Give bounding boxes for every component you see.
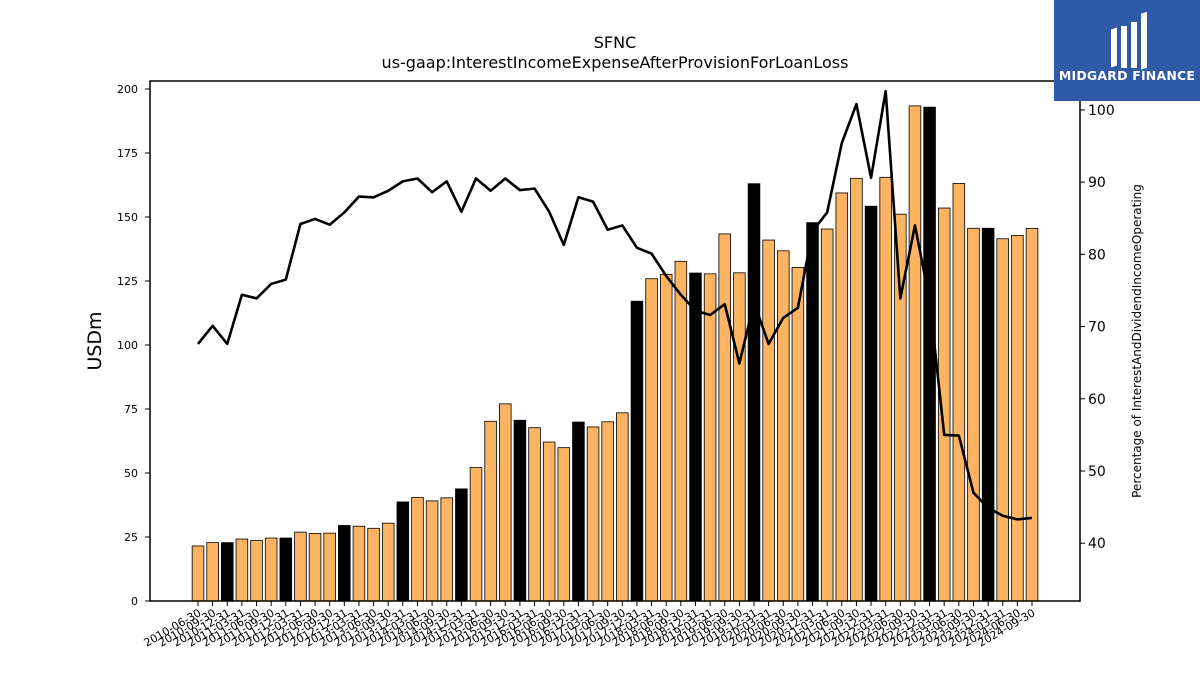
bar-2011-06-30 [250, 540, 263, 602]
chart-title: SFNC [594, 33, 637, 52]
line-series [196, 89, 1033, 521]
bar-2018-12-31 [689, 272, 702, 602]
logo-badge: MIDGARD FINANCE [1054, 0, 1200, 101]
bar-2016-12-31 [572, 421, 585, 602]
bar-2020-09-30 [791, 267, 805, 602]
bar-2013-12-31 [396, 501, 410, 602]
y2-tick-label: 40 [1088, 536, 1106, 552]
bar-2019-03-31 [703, 273, 717, 602]
plot-frame [149, 80, 1081, 602]
bar-2022-09-30 [908, 105, 922, 602]
bar-2023-12-31 [981, 227, 995, 602]
y-tick-label: 50 [124, 467, 138, 480]
bar-2010-09-30 [206, 542, 219, 602]
bar-2013-03-31 [352, 525, 366, 602]
left-axis: 0 25 50 75 100 125 150 175 200 [117, 83, 150, 608]
bar-2015-12-31 [513, 419, 527, 602]
y2-tick-label: 100 [1088, 103, 1115, 119]
bar-2024-09-30 [1025, 228, 1039, 602]
bar-2015-09-30 [499, 403, 512, 602]
logo-text: MIDGARD FINANCE [1058, 68, 1196, 83]
bar-2012-06-30 [308, 533, 322, 602]
y-tick-label: 175 [117, 147, 138, 160]
percentage-line [196, 89, 1033, 521]
x-axis: 2010-06-302010-09-302010-12-312011-03-31… [142, 601, 1038, 650]
y2-tick-label: 90 [1088, 175, 1106, 191]
bar-2012-09-30 [323, 532, 336, 602]
bar-2015-06-30 [484, 420, 497, 602]
y2-tick-label: 50 [1088, 464, 1106, 480]
bar-2017-09-30 [616, 412, 629, 602]
bar-2015-03-31 [469, 467, 483, 602]
bar-2017-06-30 [601, 421, 614, 602]
bar-2017-12-31 [630, 300, 644, 602]
right-axis: 40 50 60 70 80 90 100 [1080, 103, 1115, 552]
bar-2016-09-30 [557, 447, 571, 602]
bar-series [191, 105, 1039, 602]
bar-2012-12-31 [338, 525, 351, 602]
midgard-logo-icon [1111, 11, 1147, 70]
bar-2018-09-30 [674, 260, 688, 602]
bar-2019-12-31 [747, 183, 761, 602]
bar-2013-06-30 [367, 527, 380, 602]
bar-2021-06-30 [835, 192, 849, 602]
bar-2016-06-30 [542, 441, 556, 602]
bar-2019-09-30 [733, 272, 746, 602]
bar-2020-12-31 [806, 222, 819, 602]
bar-2010-06-30 [191, 545, 205, 602]
y-tick-label: 75 [124, 403, 138, 416]
y2-tick-label: 60 [1088, 392, 1106, 408]
bar-2013-09-30 [381, 522, 395, 602]
bar-2011-12-31 [279, 537, 293, 602]
bar-2018-03-31 [645, 278, 658, 602]
y-tick-label: 100 [117, 339, 138, 352]
bar-2020-03-31 [762, 239, 775, 602]
y-tick-label: 200 [117, 83, 138, 96]
bar-2011-03-31 [235, 538, 249, 602]
bar-2019-06-30 [718, 233, 731, 602]
bar-2023-09-30 [967, 227, 980, 602]
y2-tick-label: 80 [1088, 247, 1106, 263]
bar-2010-12-31 [221, 542, 234, 602]
bar-2018-06-30 [659, 273, 673, 602]
bar-2012-03-31 [294, 531, 307, 602]
y-tick-label: 150 [117, 211, 138, 224]
bar-2014-12-31 [455, 488, 468, 602]
bar-2014-06-30 [425, 500, 439, 602]
bar-2023-06-30 [952, 183, 966, 602]
bar-2021-12-31 [864, 205, 878, 602]
bar-2022-03-31 [879, 176, 892, 602]
bar-2014-03-31 [411, 497, 424, 602]
bar-2021-03-31 [820, 228, 834, 602]
bar-2011-09-30 [264, 537, 278, 602]
bar-2020-06-30 [777, 250, 790, 602]
y2-tick-label: 70 [1088, 320, 1106, 336]
bar-2022-12-31 [923, 106, 936, 602]
bar-2024-06-30 [1011, 235, 1024, 602]
y2-axis-label: Percentage of InterestAndDividendIncomeO… [1130, 184, 1144, 498]
bar-2016-03-31 [528, 427, 541, 602]
chart-subtitle: us-gaap:InterestIncomeExpenseAfterProvis… [382, 53, 849, 72]
y-tick-label: 25 [124, 531, 138, 544]
y-tick-label: 0 [131, 595, 138, 608]
bar-2024-03-31 [996, 238, 1009, 602]
y-axis-label: USDm [84, 311, 106, 370]
bar-2014-09-30 [440, 497, 453, 602]
bar-2017-03-31 [586, 426, 600, 602]
bar-2021-09-30 [850, 177, 863, 602]
y-tick-label: 125 [117, 275, 138, 288]
